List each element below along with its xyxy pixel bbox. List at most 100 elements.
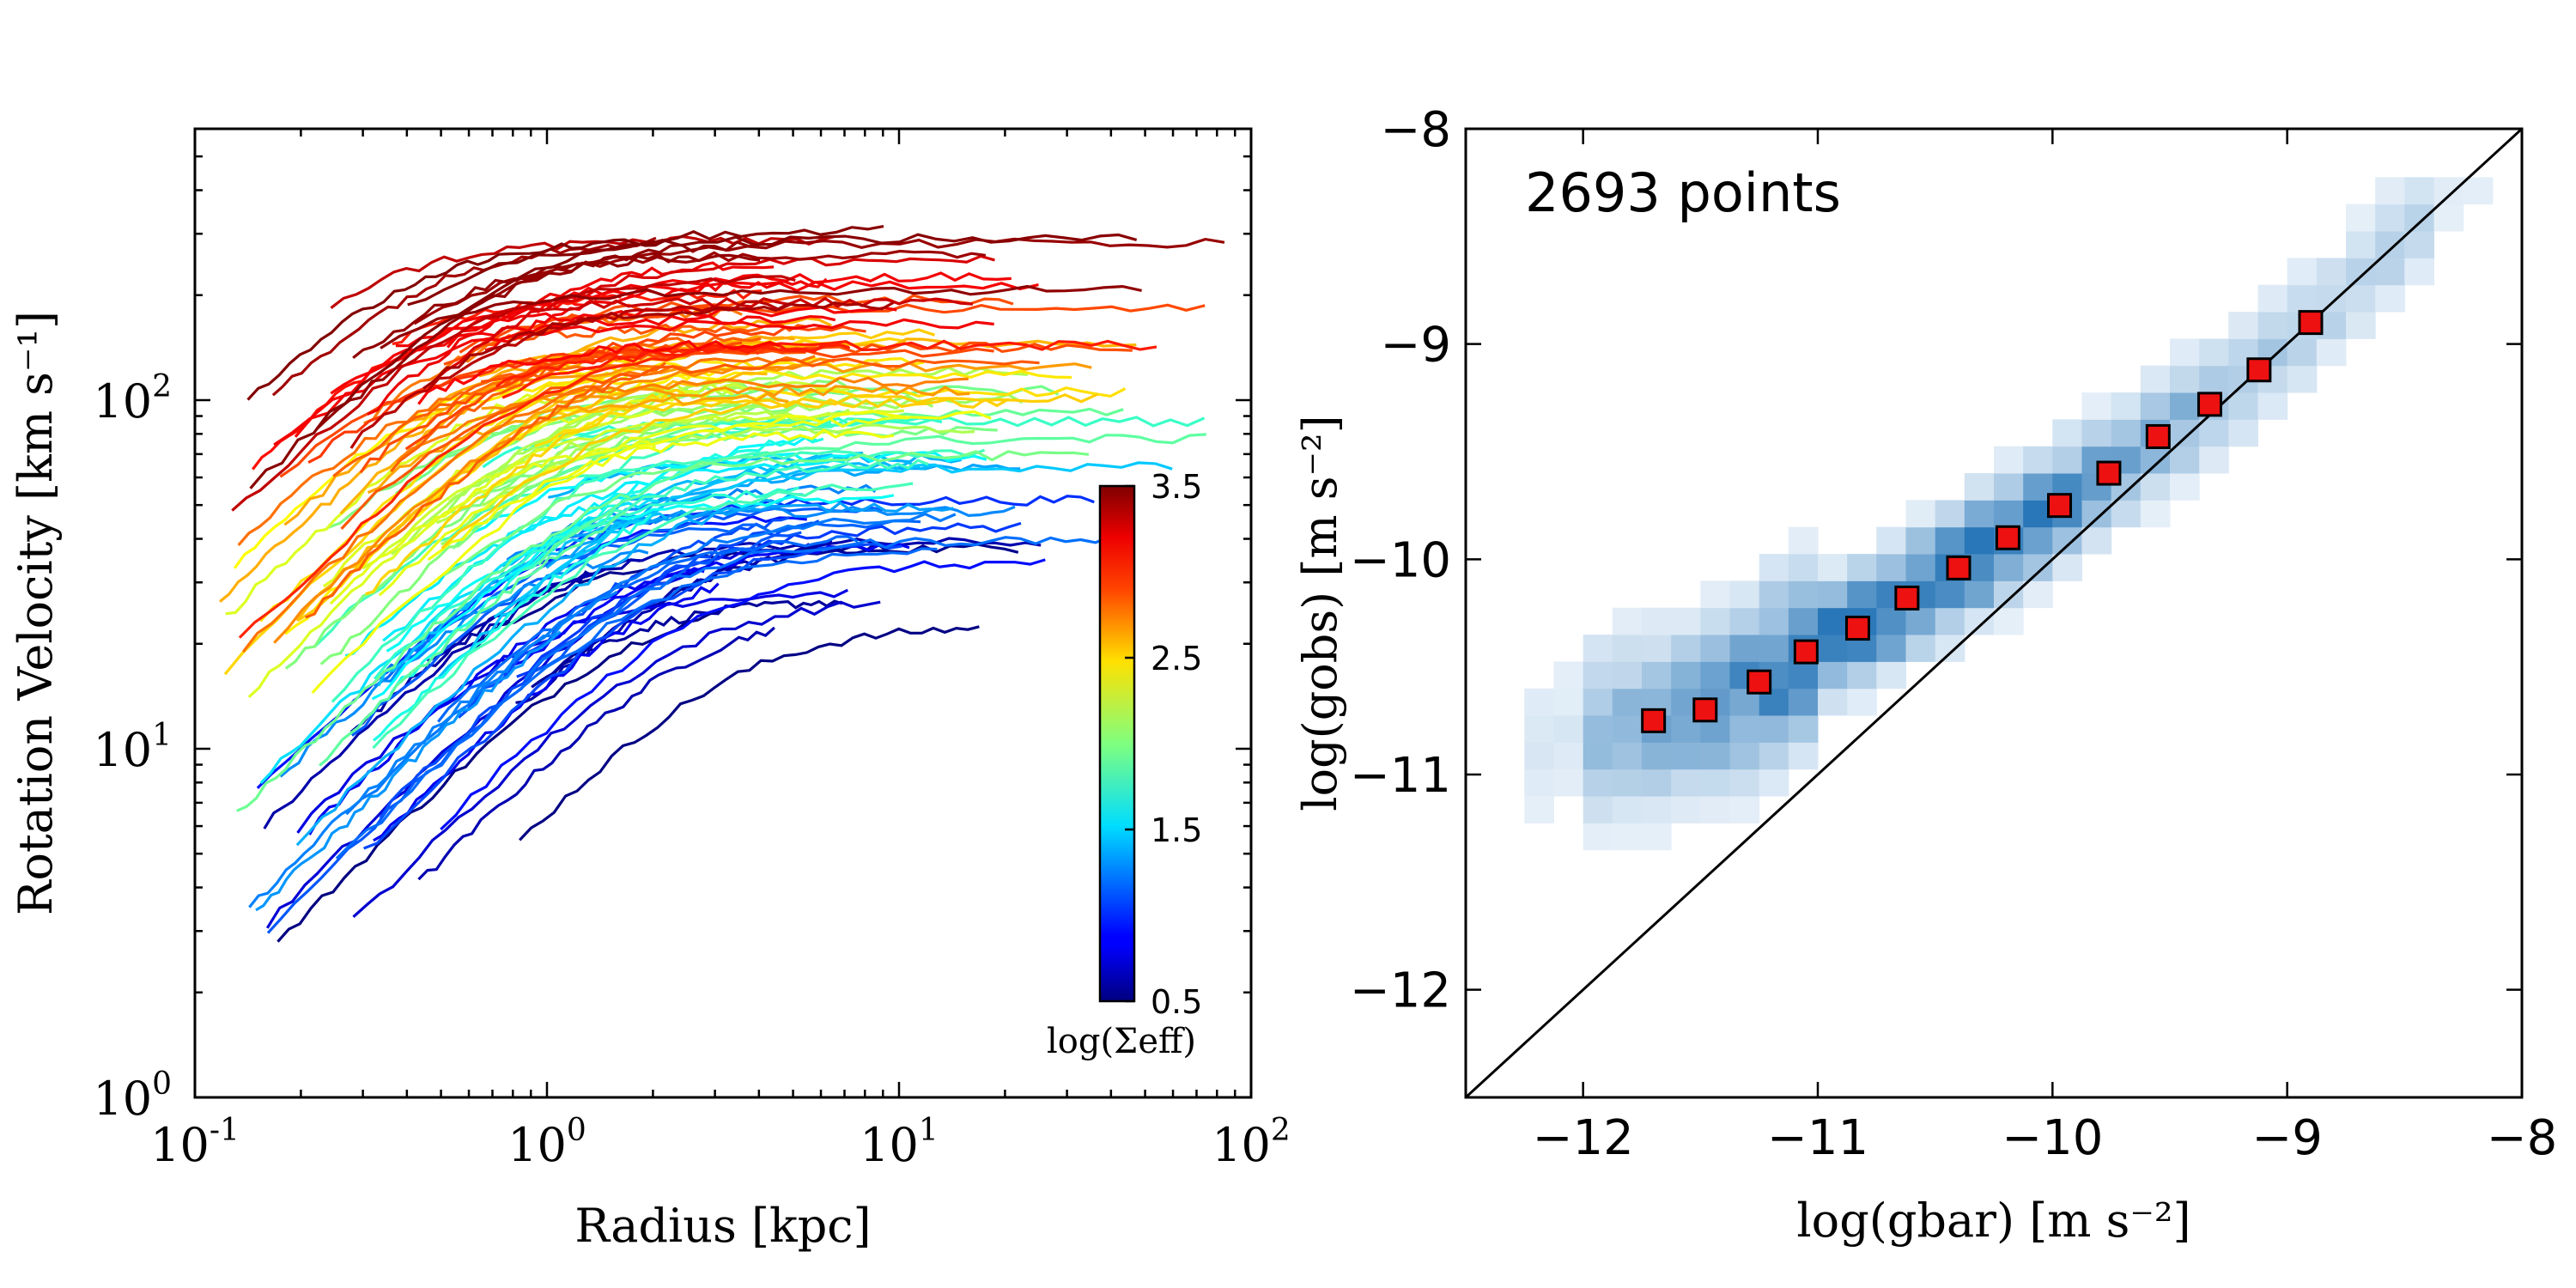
rotation-curve [319,416,714,665]
heatmap-cell [1612,661,1643,690]
y-tick-label: −12 [1350,963,1451,1019]
heatmap-cell [2287,338,2318,367]
rotation-curve [377,512,668,687]
heatmap-cell [2404,204,2434,232]
heatmap-cell [1788,580,1819,609]
rotation-curve [367,392,789,495]
rotation-curve [372,513,653,742]
heatmap-cell [2433,204,2464,232]
y-tick-label: 100 [93,1066,172,1126]
right-x-axis-label: log(gbar) [m s⁻²] [1796,1194,2190,1248]
heatmap-cell [1788,554,1819,581]
heatmap-cell [2375,258,2405,286]
heatmap-cell [2140,500,2171,528]
rotation-curve [276,609,721,943]
rotation-curve [340,357,1040,530]
y-tick-label: −11 [1350,748,1451,804]
heatmap-cell [1612,635,1643,662]
rotation-curve [373,582,720,842]
binned-point [1894,585,1920,611]
heatmap-cell [2023,526,2053,555]
heatmap-cell [1612,742,1643,770]
heatmap-cell [1729,715,1760,743]
heatmap-cell [1964,473,1995,501]
heatmap-cell [2023,580,2053,609]
heatmap-cell [1818,635,1848,662]
x-tick-label: −11 [1767,1110,1868,1166]
heatmap-cell [1847,688,1877,716]
left-x-tick-labels: 10-1 100 101 102 [150,1113,1291,1172]
colorbar-ticks: 0.5 1.5 2.5 3.5 [1125,468,1202,1021]
heatmap-cell [1700,796,1730,823]
left-y-axis-label: Rotation Velocity [km s⁻¹] [9,311,63,915]
heatmap-cell [1612,823,1643,851]
heatmap-cell [1788,661,1819,690]
rotation-curve [407,233,1138,307]
rotation-curve [295,492,804,847]
colorbar-tick-label: 3.5 [1151,468,1202,506]
heatmap-cell [1583,823,1613,851]
binned-point [1793,639,1819,665]
heatmap-cell [1700,742,1730,770]
right-y-axis-label: log(gobs) [m s⁻²] [1293,415,1347,811]
rotation-curve [386,494,895,653]
heatmap-cell [1642,742,1672,770]
heatmap-cell [1642,823,1672,851]
heatmap-cell [2346,258,2376,286]
heatmap-cell [1553,769,1584,797]
heatmap-cell [1583,742,1613,770]
x-tick-label: −8 [2487,1110,2558,1166]
rotation-curve [361,409,904,570]
heatmap-cell [1847,661,1877,690]
rotation-curve [352,600,881,918]
rotation-curve [350,506,884,737]
heatmap-cell [2140,365,2171,393]
heatmap-cell [2316,338,2347,367]
rotation-curve [532,398,1010,420]
y-tick-label: −8 [1380,102,1451,158]
heatmap-cell [2052,554,2082,581]
heatmap-cell [2375,177,2405,205]
rotation-curve [236,493,630,812]
rotation-curve [493,461,1173,619]
heatmap-cell [1700,580,1730,609]
heatmap-cell [1583,635,1613,662]
heatmap-cell [2346,312,2376,339]
heatmap-cell [1671,796,1701,823]
heatmap-cell [1671,635,1701,662]
rotation-curve [480,341,1133,384]
right-x-tick-labels: −12 −11 −10 −9 −8 [1533,1110,2558,1166]
heatmap-cell [1876,607,1906,635]
heatmap-cell [2052,419,2082,447]
heatmap-cell [2228,392,2258,420]
y-tick-label: 102 [93,369,172,428]
heatmap-cell [1964,526,1995,555]
heatmap-cell [1994,607,2024,635]
binned-point [2096,460,2122,486]
heatmap-cell [2170,446,2200,474]
rotation-curve [371,435,817,701]
rotation-curve [394,385,1060,495]
heatmap-cell [1700,769,1730,797]
heatmap-cell [1905,526,1936,555]
x-tick-label: 100 [507,1113,586,1172]
rotation-curve [271,236,657,397]
heatmap-cell [2257,312,2288,339]
colorbar-gradient [1098,484,1136,1003]
rotation-curves [219,225,1225,943]
heatmap-cell [2316,258,2347,286]
binned-point [1692,697,1718,723]
heatmap-cell [1994,446,2024,474]
heatmap-cell [1524,796,1554,823]
heatmap-cell [1612,607,1643,635]
rotation-curve [390,434,824,695]
rotation-curve [480,296,973,320]
heatmap-cell [1671,607,1701,635]
heatmap-cell [1964,607,1995,635]
heatmap-cell [2199,446,2229,474]
heatmap-cell [2316,284,2347,313]
heatmap-cell [1553,742,1584,770]
colorbar: 0.5 1.5 2.5 3.5 log(Σeff) [1047,468,1202,1061]
heatmap-cell [1729,769,1760,797]
